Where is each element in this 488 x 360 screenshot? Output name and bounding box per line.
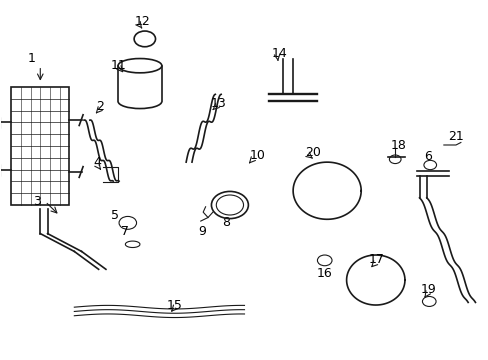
Text: 16: 16 xyxy=(316,267,331,280)
Text: 6: 6 xyxy=(424,150,431,163)
Text: 20: 20 xyxy=(305,146,321,159)
Text: 10: 10 xyxy=(249,149,264,162)
Text: 5: 5 xyxy=(111,209,119,222)
Circle shape xyxy=(216,195,243,215)
Text: 9: 9 xyxy=(198,225,206,238)
Text: 15: 15 xyxy=(166,298,182,312)
Circle shape xyxy=(388,155,400,163)
Circle shape xyxy=(134,31,155,47)
Text: 17: 17 xyxy=(368,253,384,266)
Text: 4: 4 xyxy=(94,157,102,170)
Text: 19: 19 xyxy=(420,283,435,296)
Text: 11: 11 xyxy=(111,59,126,72)
Bar xyxy=(11,87,69,205)
Text: 8: 8 xyxy=(222,216,230,229)
Text: 2: 2 xyxy=(96,100,104,113)
Text: 3: 3 xyxy=(33,195,41,208)
Text: 21: 21 xyxy=(447,130,463,143)
Text: 13: 13 xyxy=(210,97,226,110)
Text: 7: 7 xyxy=(120,225,128,238)
Text: 14: 14 xyxy=(271,47,286,60)
Text: 18: 18 xyxy=(389,139,406,152)
Text: 12: 12 xyxy=(135,15,150,28)
Text: 1: 1 xyxy=(28,52,36,65)
